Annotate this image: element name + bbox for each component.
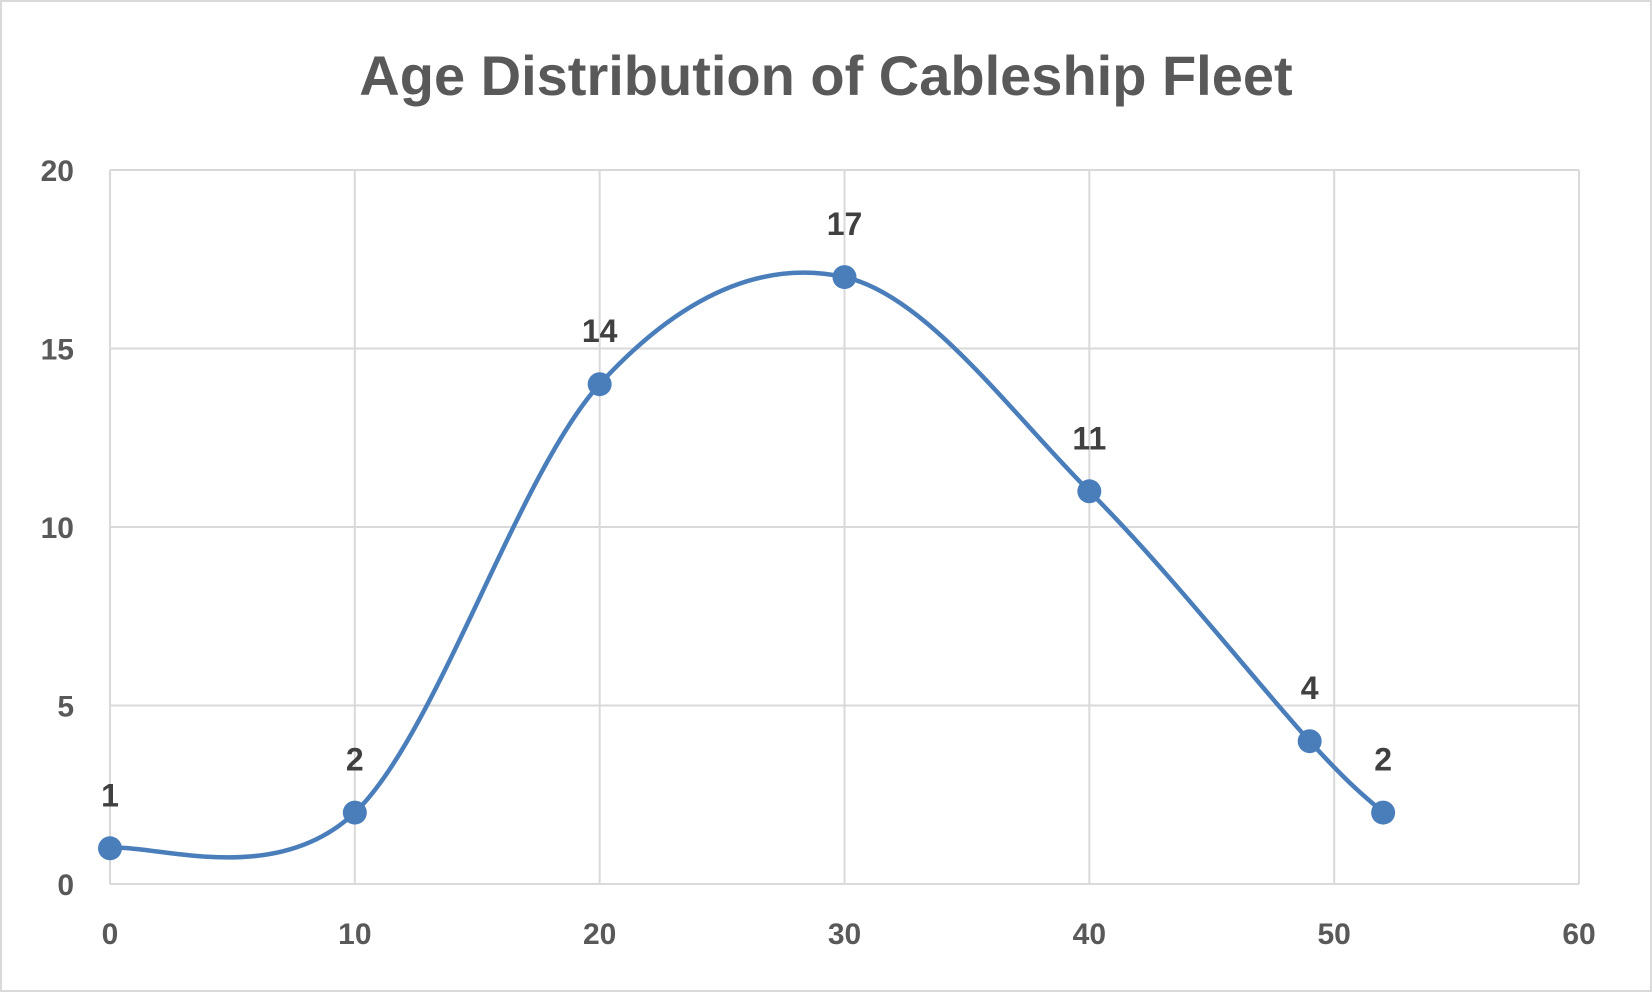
x-tick-label: 20	[583, 918, 616, 951]
x-tick-label: 0	[102, 918, 119, 951]
y-tick-label: 10	[41, 512, 74, 545]
x-tick-label: 40	[1073, 918, 1106, 951]
y-tick-label: 15	[41, 334, 74, 367]
data-label: 17	[827, 206, 863, 242]
data-point	[1297, 729, 1322, 754]
series-markers	[98, 265, 1396, 861]
x-tick-label: 10	[338, 918, 371, 951]
x-tick-label: 60	[1562, 918, 1595, 951]
x-tick-label: 30	[828, 918, 861, 951]
data-label: 14	[582, 313, 618, 349]
data-label: 11	[1072, 420, 1106, 456]
y-tick-label: 20	[41, 155, 74, 188]
series-line	[107, 270, 1386, 860]
data-label: 2	[346, 742, 364, 778]
data-point	[587, 372, 612, 397]
y-axis-ticks: 0 5 10 15 20	[41, 155, 74, 902]
y-tick-label: 0	[57, 869, 74, 902]
data-point	[342, 800, 367, 825]
data-label: 1	[101, 777, 119, 813]
data-label: 2	[1374, 742, 1392, 778]
y-tick-label: 5	[57, 691, 74, 724]
chart-title: Age Distribution of Cableship Fleet	[359, 44, 1293, 107]
data-point	[1077, 479, 1102, 504]
data-point	[1371, 800, 1396, 825]
x-axis-ticks: 0 10 20 30 40 50 60	[102, 918, 1596, 951]
data-point	[98, 836, 122, 861]
x-tick-label: 50	[1317, 918, 1350, 951]
data-label: 4	[1301, 670, 1319, 706]
grid-lines	[109, 169, 1580, 885]
data-labels: 1 2 14 17 11 4 2	[101, 206, 1392, 813]
data-point	[832, 265, 857, 290]
